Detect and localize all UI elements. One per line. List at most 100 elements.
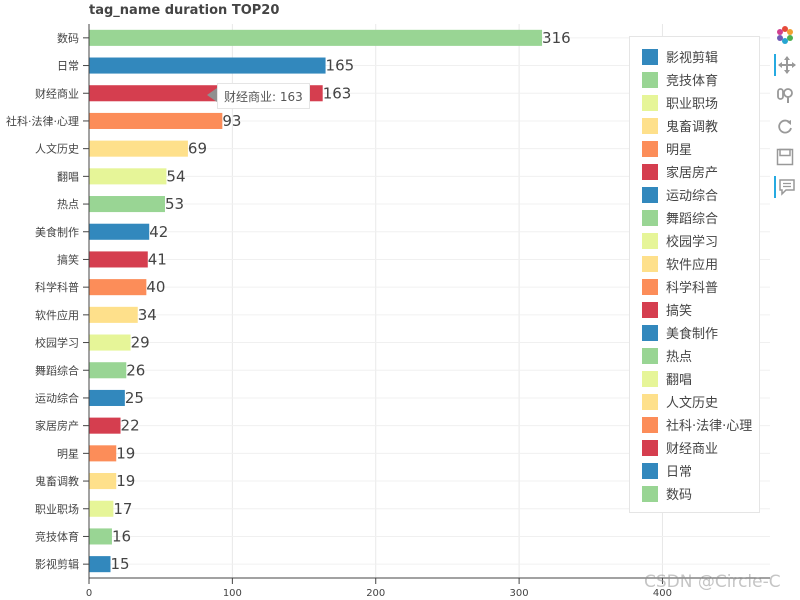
data-label: 69 [188,140,207,158]
legend-item[interactable]: 软件应用 [642,252,759,275]
data-label: 53 [165,195,184,213]
bar[interactable] [89,196,165,213]
legend-swatch [642,439,658,456]
bar[interactable] [89,140,188,157]
data-label: 34 [138,306,157,324]
y-tick-label: 运动综合 [35,391,79,405]
legend: 影视剪辑竞技体育职业职场 鬼畜调教明星家居房产运动综合舞蹈综合校园学习软件应用科学… [629,36,760,513]
x-tick-label: 400 [653,588,672,599]
y-tick-label: 家居房产 [35,419,79,433]
legend-label: 科学科普 [666,281,719,296]
chart-title: tag_name duration TOP20 [89,3,280,18]
legend-item[interactable]: 竞技体育 [642,68,759,91]
bar[interactable] [89,445,117,462]
legend-item[interactable]: 鬼畜调教 [642,114,759,137]
bar[interactable] [89,279,147,296]
y-tick-label: 人文历史 [35,142,79,156]
data-label: 29 [131,334,150,352]
bar[interactable] [89,473,117,490]
y-tick-label: 翻唱 [57,169,79,183]
data-label: 25 [125,389,144,407]
bar[interactable] [89,556,111,573]
legend-label: 人文历史 [666,396,719,411]
legend-swatch [642,255,658,272]
y-tick-label: 财经商业 [35,86,79,100]
bar[interactable] [89,334,131,351]
legend-item[interactable]: 美食制作 [642,321,759,344]
data-label: 42 [149,223,168,241]
data-label: 54 [166,167,185,185]
bar[interactable] [89,251,148,268]
y-tick-label: 热点 [57,198,79,211]
legend-item[interactable]: 舞蹈综合 [642,206,759,229]
bar[interactable] [89,389,125,406]
legend-swatch [642,462,658,479]
data-label: 165 [326,57,355,75]
bokeh-logo-icon[interactable] [774,24,796,46]
y-tick-label: 竞技体育 [35,529,79,543]
bar[interactable] [89,223,150,240]
legend-swatch [642,140,658,157]
data-label: 19 [116,444,135,462]
bar[interactable] [89,57,326,74]
x-tick-label: 300 [510,588,529,599]
watermark: CSDN @Circle-C [644,572,781,592]
legend-item[interactable]: 职业职场 [642,91,759,114]
bar[interactable] [89,112,223,129]
legend-item[interactable]: 校园学习 [642,229,759,252]
x-tick-label: 0 [86,588,92,599]
legend-label: 家居房产 [666,166,719,181]
legend-swatch [642,301,658,318]
legend-item[interactable]: 影视剪辑 [642,45,759,68]
y-tick-label: 美食制作 [35,225,79,239]
legend-label: 舞蹈综合 [666,212,719,227]
y-tick-label: 明星 [57,447,79,460]
legend-swatch [642,209,658,226]
legend-item[interactable]: 数码 [642,482,759,505]
legend-label: 美食制作 [666,327,719,342]
pan-icon[interactable] [774,54,798,76]
hover-tooltip: 财经商业: 163 [217,83,310,109]
bar[interactable] [89,500,114,517]
legend-label: 影视剪辑 [666,51,719,66]
wheel-zoom-icon[interactable] [774,84,796,106]
data-label: 316 [542,29,571,47]
bar[interactable] [89,417,121,434]
save-icon[interactable] [774,146,796,168]
legend-swatch [642,232,658,249]
legend-swatch [642,347,658,364]
legend-item[interactable]: 运动综合 [642,183,759,206]
legend-item[interactable]: 明星 [642,137,759,160]
y-tick-label: 影视剪辑 [35,557,79,571]
legend-label: 软件应用 [666,258,719,273]
legend-item[interactable]: 财经商业 [642,436,759,459]
legend-label: 搞笑 [666,304,693,319]
legend-item[interactable]: 日常 [642,459,759,482]
y-tick-label: 数码 [57,32,79,45]
bar[interactable] [89,168,167,185]
legend-label: 翻唱 [666,373,693,388]
bar[interactable] [89,528,112,545]
legend-label: 运动综合 [666,189,719,204]
y-tick-label: 职业职场 [35,502,79,516]
legend-label: 数码 [666,488,693,503]
y-tick-label: 鬼畜调教 [35,474,79,488]
legend-item[interactable]: 家居房产 [642,160,759,183]
legend-item[interactable]: 搞笑 [642,298,759,321]
legend-item[interactable]: 热点 [642,344,759,367]
bar[interactable] [89,29,543,46]
legend-item[interactable]: 人文历史 [642,390,759,413]
legend-swatch [642,94,658,111]
legend-item[interactable]: 翻唱 [642,367,759,390]
reset-icon[interactable] [774,116,796,138]
legend-label: 竞技体育 [666,74,719,89]
x-tick-label: 100 [223,588,242,599]
legend-label: 明星 [666,143,693,158]
bar[interactable] [89,362,127,379]
legend-item[interactable]: 社科·法律·心理 [642,413,759,436]
bar[interactable] [89,306,138,323]
hover-icon[interactable] [774,176,798,198]
legend-item[interactable]: 科学科普 [642,275,759,298]
data-label: 40 [146,278,165,296]
data-label: 22 [121,417,140,435]
